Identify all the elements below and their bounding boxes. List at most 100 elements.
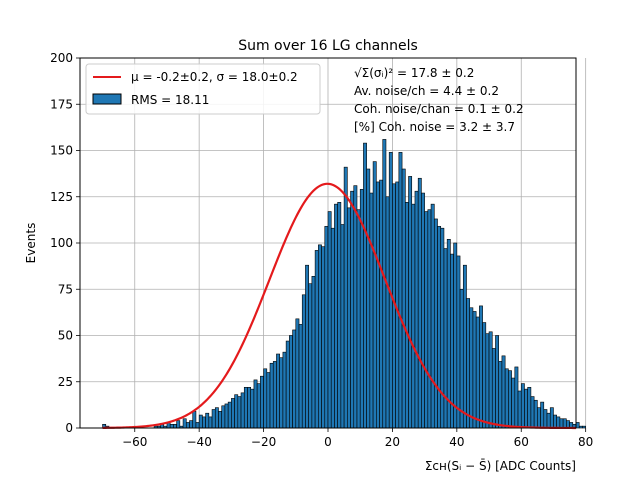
histogram-bar: [437, 226, 442, 429]
histogram-bar: [176, 420, 181, 429]
histogram-bar: [289, 335, 293, 429]
histogram-bar: [462, 264, 467, 429]
histogram-bar: [314, 250, 319, 429]
x-tick-label: −40: [187, 435, 212, 449]
gaussian-fit: [102, 182, 577, 430]
histogram-bar: [195, 422, 200, 429]
y-tick-label: 75: [58, 282, 73, 296]
y-tick-label: 200: [50, 51, 73, 65]
histogram-bar: [421, 192, 425, 429]
histogram-bar: [350, 190, 355, 429]
histogram-bar: [366, 168, 371, 429]
histogram-bar: [401, 168, 406, 429]
histogram-bar: [443, 248, 448, 429]
y-tick-label: 25: [58, 375, 73, 389]
histogram-bar: [520, 383, 525, 429]
histogram-bar: [263, 368, 268, 429]
histogram-bar: [260, 375, 264, 429]
y-tick-label: 100: [50, 236, 73, 250]
histogram-bar: [240, 392, 245, 429]
histogram-bar: [479, 305, 483, 429]
histogram-bar: [269, 362, 274, 429]
legend-box: [85, 63, 321, 115]
y-tick-label: 175: [50, 97, 73, 111]
y-tick-label: 125: [50, 190, 73, 204]
histogram-bar: [562, 418, 567, 429]
fit-curve: [102, 182, 577, 430]
histogram-bar: [385, 196, 390, 429]
histogram-bar: [530, 396, 535, 429]
histogram-bar: [198, 414, 203, 429]
histogram-bar: [498, 361, 503, 429]
histogram-bar: [295, 318, 300, 429]
histogram-bar: [485, 333, 490, 429]
histogram-bar: [379, 179, 384, 429]
histogram-bar: [253, 379, 258, 429]
histogram-bar: [343, 166, 348, 429]
histogram-bar: [202, 416, 206, 429]
annotation-total-noise: √Σ(σᵢ)² = 17.8 ± 0.2: [354, 66, 474, 80]
histogram-bar: [382, 139, 387, 429]
stats-annotations: √Σ(σᵢ)² = 17.8 ± 0.2 Av. noise/ch = 4.4 …: [354, 66, 524, 134]
annotation-coherent-noise-percent: [%] Coh. noise = 3.2 ± 3.7: [354, 120, 515, 134]
histogram-bar: [524, 388, 528, 429]
histogram-bar: [321, 246, 326, 429]
histogram-bar: [482, 322, 487, 429]
histogram-bar: [411, 203, 416, 429]
histogram-bar: [501, 355, 506, 429]
histogram-bar: [227, 401, 232, 429]
histogram-bar: [214, 407, 219, 429]
histogram-bar: [173, 423, 177, 429]
histogram-bar: [363, 142, 367, 429]
histogram-bar: [537, 407, 541, 429]
histogram-bar: [237, 396, 242, 429]
histogram-bar: [414, 190, 419, 429]
histogram-bar: [533, 399, 538, 429]
histogram-bar: [578, 425, 583, 429]
y-axis-label: Events: [24, 223, 38, 264]
histogram-bar: [369, 192, 374, 429]
x-tick-label: 40: [449, 435, 464, 449]
histogram-bar: [417, 177, 422, 429]
histogram-bar: [276, 353, 280, 429]
histogram-bar: [266, 372, 271, 429]
histogram-bar: [347, 207, 351, 429]
x-tick-label: 20: [385, 435, 400, 449]
histogram-bar: [256, 383, 261, 429]
histogram-bar: [511, 377, 516, 429]
histogram-bar: [459, 288, 464, 429]
x-axis-ticks: −60 −40 −20 0 20 40 60 80: [122, 428, 593, 449]
histogram-bar: [182, 418, 187, 429]
x-tick-label: 80: [578, 435, 593, 449]
histogram-bar: [404, 202, 409, 429]
histogram-bar: [398, 152, 403, 429]
annotation-average-noise: Av. noise/ch = 4.4 ± 0.2: [354, 84, 499, 98]
histogram-bar: [247, 386, 252, 429]
histogram-bar: [453, 242, 458, 429]
histogram-bar: [327, 211, 332, 429]
histogram-bar: [282, 351, 287, 429]
histogram-bar: [211, 409, 216, 429]
histogram-bar: [424, 211, 429, 429]
histogram-bar: [491, 348, 496, 429]
histogram-bar: [250, 388, 255, 429]
histogram-bar: [231, 398, 235, 429]
histogram-bar: [508, 370, 512, 429]
histogram-bar: [469, 307, 474, 429]
histogram-bar: [311, 275, 316, 429]
histogram-bar: [298, 324, 303, 429]
histogram-bar: [504, 368, 509, 429]
histogram-bar: [466, 298, 471, 429]
histogram-bar: [559, 418, 564, 429]
histogram-bar: [334, 203, 338, 429]
histogram-bar: [553, 414, 557, 429]
legend: μ = -0.2±0.2, σ = 18.0±0.2 RMS = 18.11: [85, 63, 321, 115]
histogram-bar: [243, 386, 248, 429]
histogram-bar: [488, 331, 493, 429]
legend-rms-label: RMS = 18.11: [131, 93, 209, 107]
histogram-bar: [330, 227, 335, 429]
histogram-bar: [208, 416, 213, 429]
histogram-bar: [285, 340, 290, 429]
x-tick-label: 60: [514, 435, 529, 449]
histogram-bar: [514, 366, 519, 429]
